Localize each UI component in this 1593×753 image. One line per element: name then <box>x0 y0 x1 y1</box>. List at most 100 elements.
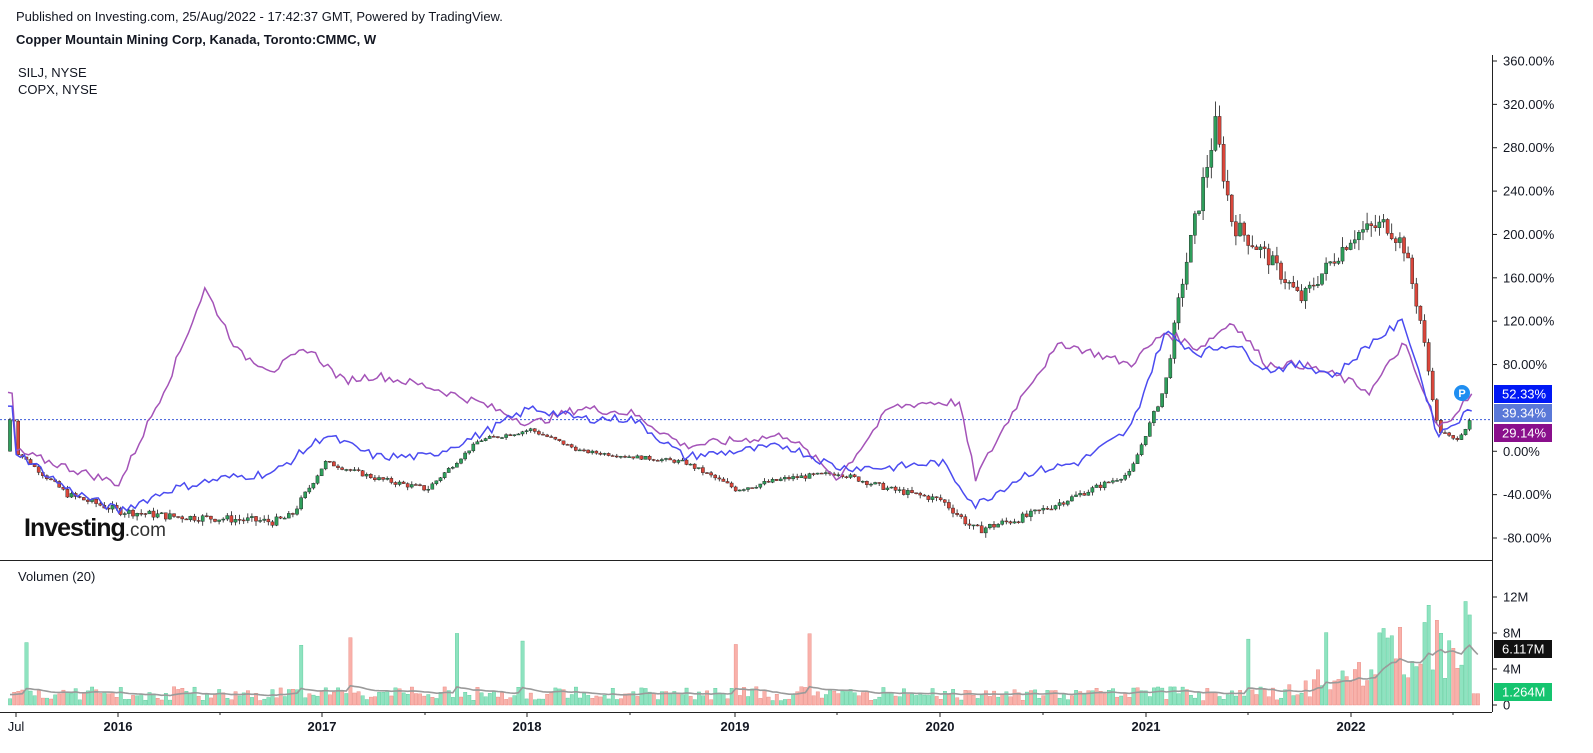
volume-bar-up <box>951 689 956 706</box>
volume-bar-up <box>975 698 980 706</box>
candle-up <box>971 524 976 527</box>
candle-up <box>319 468 324 477</box>
volume-bar-up <box>1119 695 1124 706</box>
candle-down <box>610 455 615 457</box>
candle-up <box>442 472 447 478</box>
volume-bar-down <box>496 696 500 706</box>
volume-bar-down <box>1451 648 1456 706</box>
candle-up <box>783 477 787 480</box>
candle-down <box>656 460 660 462</box>
volume-bar-up <box>1045 690 1050 706</box>
legend-silj[interactable]: SILJ, NYSE <box>18 65 87 80</box>
candle-down <box>1406 252 1410 259</box>
candle-up <box>303 491 308 498</box>
candle-up <box>438 477 443 482</box>
candle-up <box>1123 474 1127 480</box>
candle-down <box>963 516 968 525</box>
candle-down <box>291 513 295 515</box>
candle-down <box>938 497 943 501</box>
candle-up <box>688 463 693 466</box>
candle-up <box>364 474 369 477</box>
candle-up <box>1340 247 1345 262</box>
candle-up <box>697 467 701 469</box>
candle-up <box>1057 502 1062 506</box>
volume-bar-up <box>852 692 857 706</box>
cmmc-last-label-bg <box>1494 424 1552 442</box>
candle-up <box>1205 167 1209 178</box>
candle-up <box>1065 500 1070 505</box>
volume-bar-down <box>114 697 119 706</box>
volume-bar-down <box>971 695 976 706</box>
volume-bar-down <box>836 693 841 706</box>
volume-bar-up <box>1234 695 1238 706</box>
volume-bar-up <box>451 697 455 706</box>
candle-down <box>918 492 922 496</box>
volume-bar-up <box>1402 674 1407 706</box>
volume-bar-down <box>1266 696 1271 706</box>
candle-up <box>352 469 357 471</box>
volume-bar-down <box>1008 696 1013 706</box>
candle-up <box>221 518 226 521</box>
candle-down <box>631 456 635 459</box>
volume-bar-down <box>1070 695 1074 706</box>
volume-bar-down <box>947 694 951 706</box>
candle-up <box>69 493 74 498</box>
candle-up <box>619 456 623 458</box>
candle-down <box>508 434 513 436</box>
candle-up <box>168 513 172 520</box>
volume-bar-up <box>1221 699 1226 706</box>
volume-bar-up <box>69 693 74 706</box>
volume-bar-up <box>750 688 755 706</box>
volume-bar-up <box>660 691 664 706</box>
candle-down <box>360 470 365 477</box>
volume-bar-up <box>979 693 984 706</box>
volume-bar-down <box>856 695 861 706</box>
volume-bar-up <box>1065 699 1070 706</box>
candle-down <box>176 516 180 518</box>
candle-down <box>328 461 332 463</box>
volume-bar-down <box>159 699 164 706</box>
candle-down <box>943 499 947 503</box>
volume-bar-up <box>1024 691 1029 706</box>
candle-up <box>8 419 12 452</box>
candle-down <box>537 431 541 435</box>
candle-up <box>307 487 312 493</box>
volume-bar-down <box>1053 690 1058 706</box>
candle-down <box>389 478 394 483</box>
volume-bar-down <box>397 688 402 706</box>
copx-last-label-bg <box>1494 404 1552 422</box>
candle-up <box>1143 436 1148 445</box>
volume-bar-up <box>192 686 197 706</box>
candle-down <box>922 494 927 497</box>
volume-bar-up <box>569 694 574 706</box>
legend-copx[interactable]: COPX, NYSE <box>18 82 98 97</box>
volume-bar-down <box>906 694 910 706</box>
candle-down <box>668 458 672 461</box>
volume-bar-down <box>1357 662 1361 706</box>
candle-down <box>865 481 869 485</box>
volume-bar-down <box>787 698 792 706</box>
volume-bar-up <box>557 688 562 706</box>
candle-down <box>979 525 984 534</box>
volume-bar-down <box>1094 688 1099 706</box>
volume-bar-down <box>1307 696 1312 706</box>
candle-down <box>701 467 705 473</box>
candle-up <box>274 516 279 526</box>
volume-bar-up <box>122 699 127 706</box>
volume-bar-up <box>1283 689 1288 706</box>
volume-bar-down <box>352 692 357 706</box>
candle-down <box>213 518 217 522</box>
volume-bar-down <box>307 693 312 706</box>
candle-down <box>356 469 361 471</box>
volume-bar-down <box>1270 687 1275 706</box>
volume-bar-down <box>1434 620 1439 706</box>
candle-up <box>869 483 873 486</box>
volume-bar-up <box>1061 693 1066 706</box>
volume-bar-down <box>865 691 869 706</box>
vol-last-label-bg <box>1494 683 1552 701</box>
candle-up <box>824 472 828 474</box>
volume-bar-up <box>90 686 95 706</box>
volume-bar-up <box>631 691 636 706</box>
candle-up <box>1078 493 1082 496</box>
